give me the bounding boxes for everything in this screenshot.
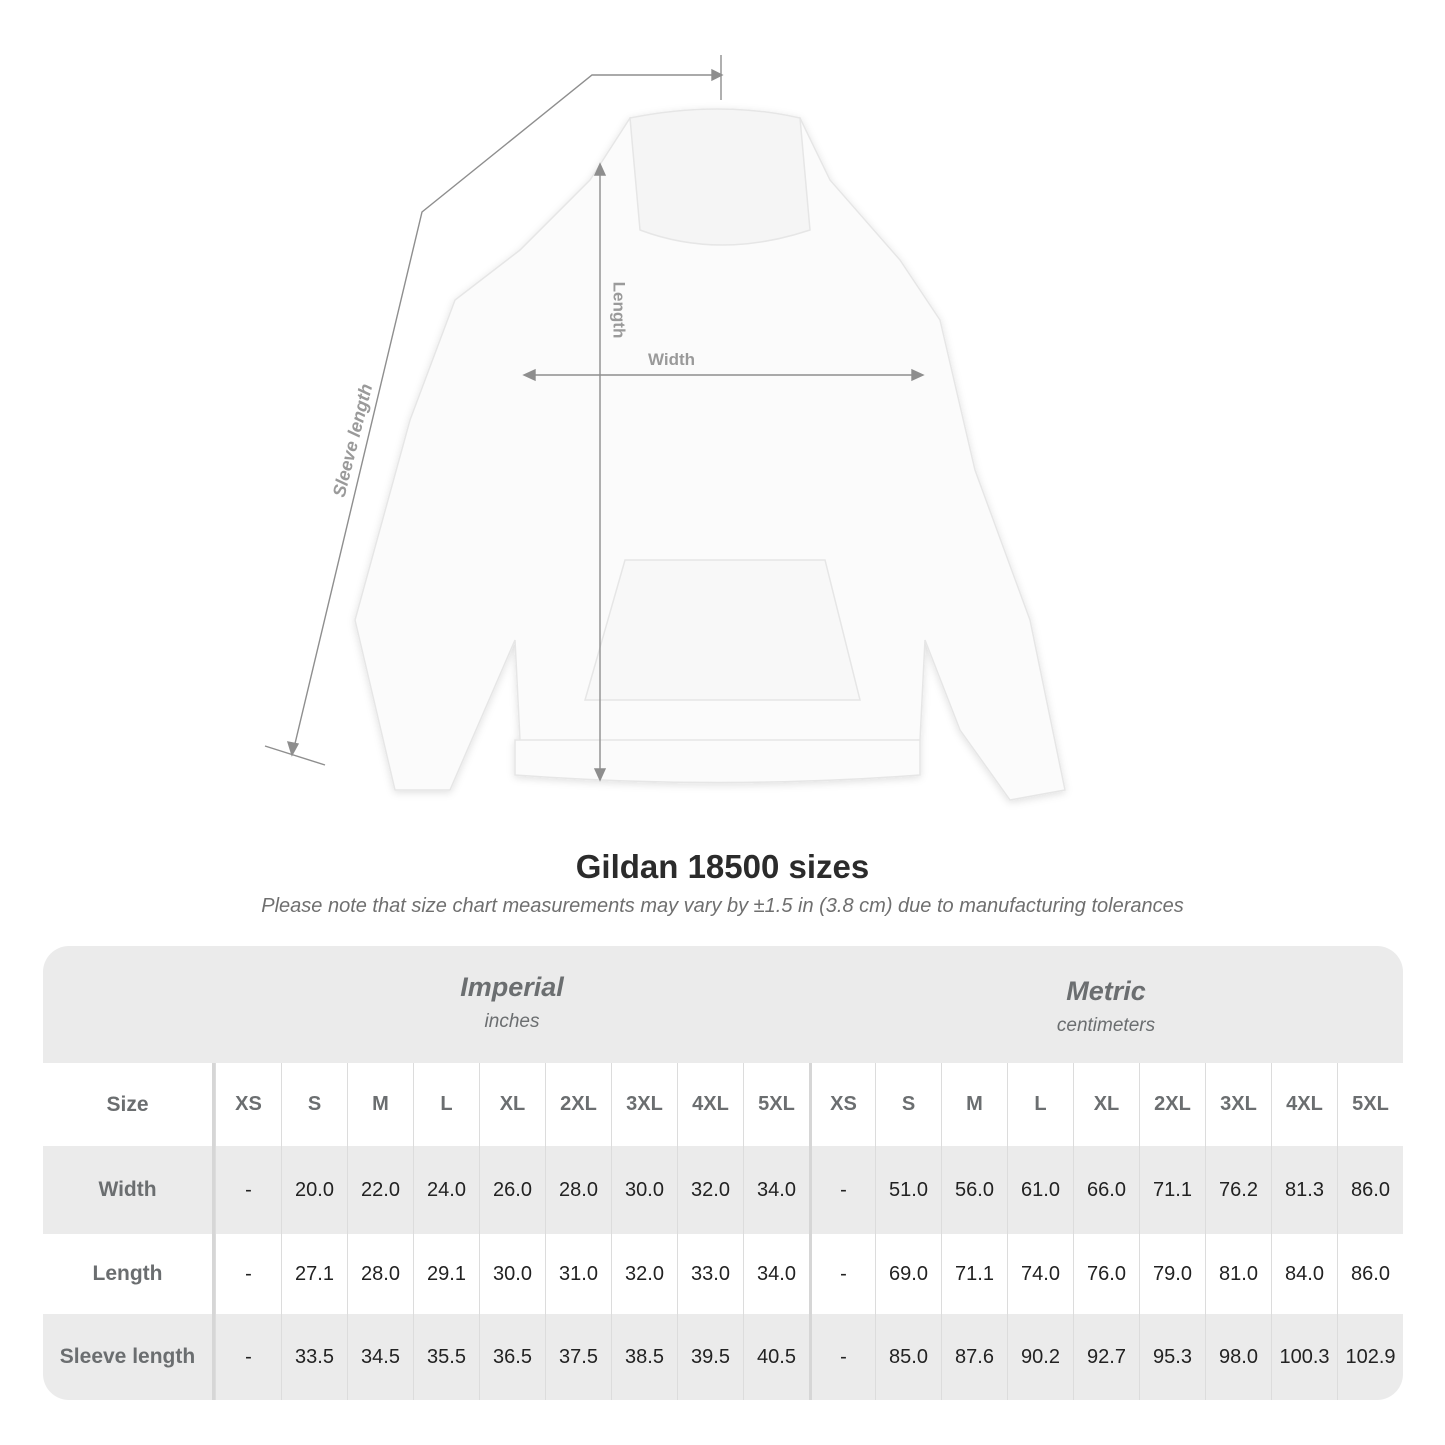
chart-title: Gildan 18500 sizes [575, 848, 870, 885]
imperial-size-s: S [281, 1063, 347, 1146]
metric-size-2xl: 2XL [1139, 1063, 1205, 1146]
metric-cell: 76.2 [1205, 1146, 1271, 1234]
imperial-size-m: M [347, 1063, 413, 1146]
size-label: Size [43, 1063, 215, 1146]
metric-cell: 86.0 [1337, 1234, 1403, 1314]
imperial-cell: 37.5 [545, 1314, 611, 1400]
sleeve-measure-line [292, 74, 718, 753]
metric-size-l: L [1007, 1063, 1073, 1146]
metric-size-5xl: 5XL [1337, 1063, 1403, 1146]
imperial-size-l: L [413, 1063, 479, 1146]
metric-cell: 71.1 [941, 1234, 1007, 1314]
metric-cell: 81.3 [1271, 1146, 1337, 1234]
metric-cell: 98.0 [1205, 1314, 1271, 1400]
imperial-unit: inches [484, 1011, 540, 1032]
imperial-size-4xl: 4XL [677, 1063, 743, 1146]
imperial-cell: 30.0 [611, 1146, 677, 1234]
metric-size-4xl: 4XL [1271, 1063, 1337, 1146]
imperial-cell: 20.0 [281, 1146, 347, 1234]
chart-subtitle: Please note that size chart measurements… [261, 895, 1184, 917]
imperial-title: Imperial [460, 972, 564, 1002]
metric-title: Metric [1066, 976, 1146, 1006]
imperial-cell: - [215, 1234, 281, 1314]
imperial-cell: - [215, 1314, 281, 1400]
metric-cell: 102.9 [1337, 1314, 1403, 1400]
metric-cell: 51.0 [875, 1146, 941, 1234]
imperial-cell: 34.5 [347, 1314, 413, 1400]
metric-cell: 92.7 [1073, 1314, 1139, 1400]
metric-cell: 87.6 [941, 1314, 1007, 1400]
imperial-cell: 33.5 [281, 1314, 347, 1400]
imperial-cell: 32.0 [611, 1234, 677, 1314]
length-label: Length [609, 281, 629, 339]
imperial-header: Imperial inches [215, 946, 809, 1063]
imperial-cell: 40.5 [743, 1314, 809, 1400]
metric-cell: 71.1 [1139, 1146, 1205, 1234]
metric-cell: - [809, 1314, 875, 1400]
imperial-size-xs: XS [215, 1063, 281, 1146]
metric-cell: 79.0 [1139, 1234, 1205, 1314]
metric-cell: 81.0 [1205, 1234, 1271, 1314]
metric-header: Metric centimeters [809, 946, 1403, 1063]
imperial-cell: 30.0 [479, 1234, 545, 1314]
metric-cell: 100.3 [1271, 1314, 1337, 1400]
metric-cell: 76.0 [1073, 1234, 1139, 1314]
imperial-size-xl: XL [479, 1063, 545, 1146]
imperial-cell: 38.5 [611, 1314, 677, 1400]
imperial-cell: 22.0 [347, 1146, 413, 1234]
metric-cell: 86.0 [1337, 1146, 1403, 1234]
metric-cell: 56.0 [941, 1146, 1007, 1234]
row-label: Length [43, 1234, 215, 1314]
imperial-cell: 34.0 [743, 1146, 809, 1234]
imperial-cell: 26.0 [479, 1146, 545, 1234]
imperial-size-5xl: 5XL [743, 1063, 809, 1146]
imperial-cell: 28.0 [545, 1146, 611, 1234]
metric-cell: 74.0 [1007, 1234, 1073, 1314]
imperial-cell: 31.0 [545, 1234, 611, 1314]
metric-cell: - [809, 1146, 875, 1234]
width-label: Width [648, 350, 696, 369]
metric-cell: 95.3 [1139, 1314, 1205, 1400]
imperial-cell: 24.0 [413, 1146, 479, 1234]
metric-cell: 85.0 [875, 1314, 941, 1400]
table-row: Width -20.0 22.0 24.0 26.0 28.0 30.0 32.0 34.0-5… [43, 1146, 1403, 1234]
size-table: Imperial inches Metric centimeters Size X… [43, 946, 1403, 1400]
size-header-row: Size XS S M L XL 2XL 3XL 4XL 5XL XS S M L XL 2XL 3XL 4XL 5… [43, 1063, 1403, 1146]
hoodie-image [354, 108, 1066, 801]
metric-size-xs: XS [809, 1063, 875, 1146]
row-label: Width [43, 1146, 215, 1234]
imperial-size-3xl: 3XL [611, 1063, 677, 1146]
metric-cell: 61.0 [1007, 1146, 1073, 1234]
imperial-cell: 35.5 [413, 1314, 479, 1400]
table-row: Length -27.1 28.0 29.1 30.0 31.0 32.0 33.0 34.0-… [43, 1234, 1403, 1314]
imperial-cell: 33.0 [677, 1234, 743, 1314]
imperial-cell: 32.0 [677, 1146, 743, 1234]
metric-cell: - [809, 1234, 875, 1314]
imperial-cell: 27.1 [281, 1234, 347, 1314]
imperial-cell: 29.1 [413, 1234, 479, 1314]
table-row: Sleeve length -33.5 34.5 35.5 36.5 37.5 38.5 39… [43, 1314, 1403, 1400]
row-label: Sleeve length [43, 1314, 215, 1400]
metric-cell: 66.0 [1073, 1146, 1139, 1234]
imperial-cell: 28.0 [347, 1234, 413, 1314]
metric-cell: 69.0 [875, 1234, 941, 1314]
imperial-cell: 34.0 [743, 1234, 809, 1314]
imperial-cell: 39.5 [677, 1314, 743, 1400]
metric-unit: centimeters [1056, 1015, 1156, 1036]
imperial-size-2xl: 2XL [545, 1063, 611, 1146]
metric-size-m: M [941, 1063, 1007, 1146]
imperial-cell: 36.5 [479, 1314, 545, 1400]
metric-cell: 84.0 [1271, 1234, 1337, 1314]
metric-size-xl: XL [1073, 1063, 1139, 1146]
metric-size-s: S [875, 1063, 941, 1146]
imperial-cell: - [215, 1146, 281, 1234]
metric-cell: 90.2 [1007, 1314, 1073, 1400]
metric-size-3xl: 3XL [1205, 1063, 1271, 1146]
hoodie-diagram [264, 55, 1066, 801]
